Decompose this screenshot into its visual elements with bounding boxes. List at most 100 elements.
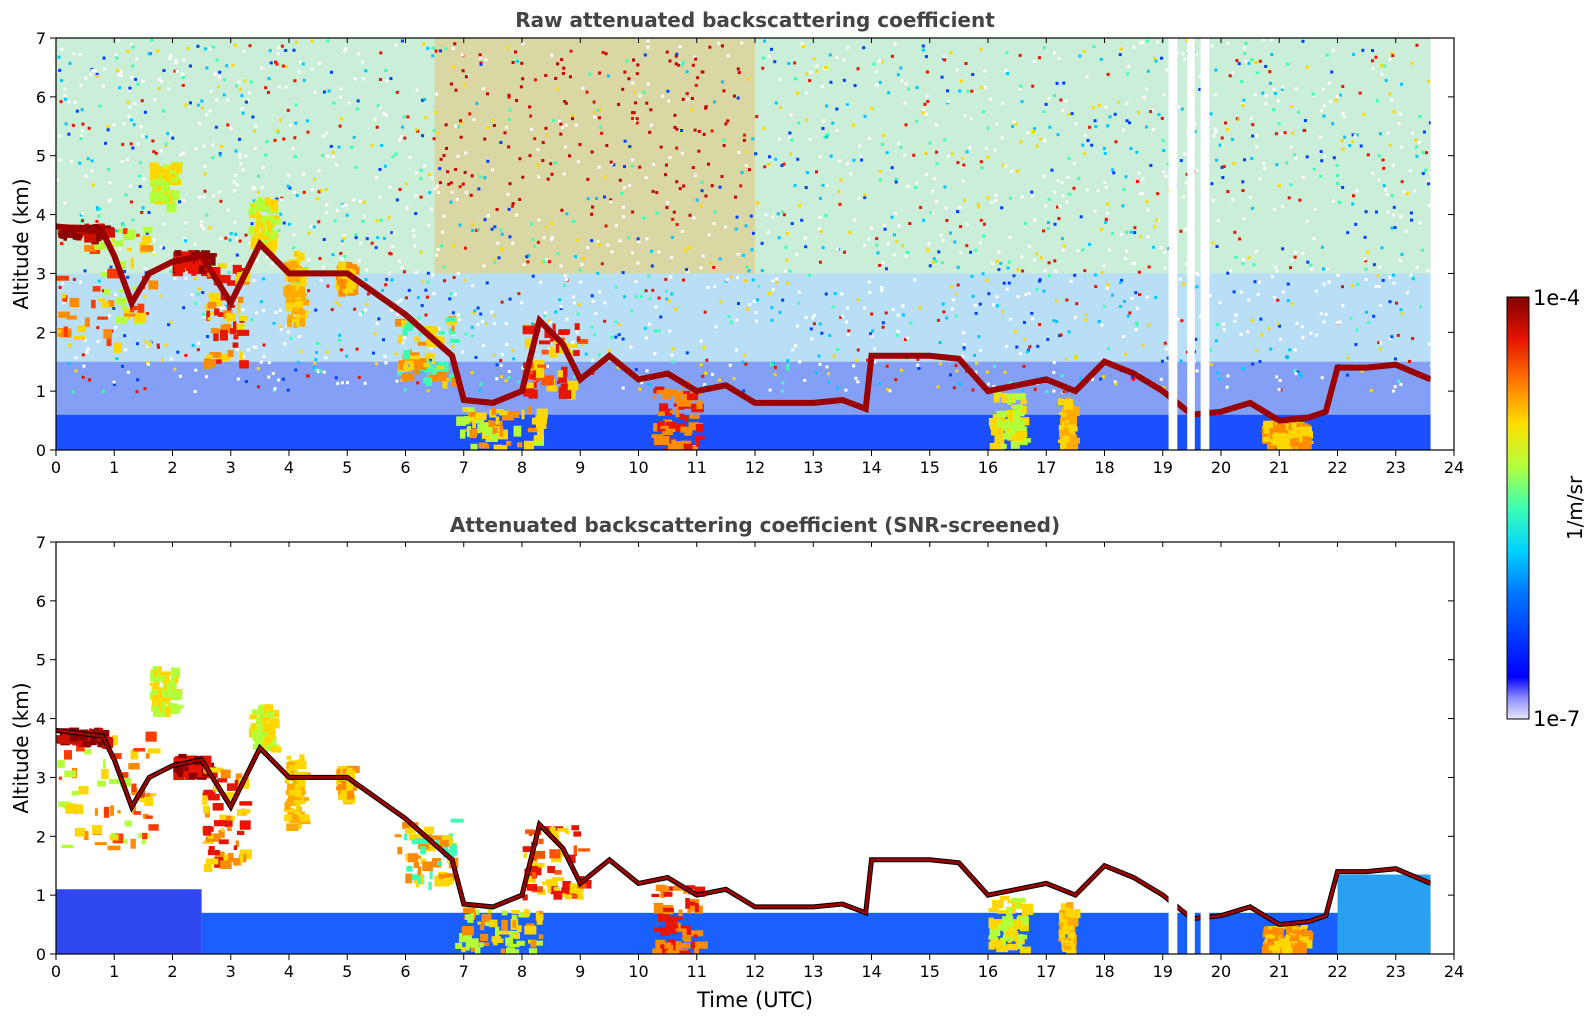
- noise-speckle: [737, 71, 741, 75]
- cloud-cell: [259, 234, 265, 246]
- noise-speckle: [1353, 134, 1357, 138]
- noise-speckle: [901, 244, 905, 248]
- noise-speckle: [1009, 317, 1013, 321]
- noise-speckle: [936, 318, 940, 322]
- noise-speckle: [968, 146, 972, 150]
- noise-speckle: [1274, 265, 1278, 269]
- noise-speckle: [1341, 147, 1345, 151]
- noise-speckle: [83, 338, 87, 342]
- noise-speckle: [1375, 210, 1379, 214]
- noise-speckle: [1393, 226, 1397, 230]
- noise-speckle: [1055, 299, 1059, 303]
- noise-speckle: [1237, 62, 1241, 66]
- cloud-cell: [475, 412, 487, 421]
- noise-speckle: [168, 57, 172, 61]
- noise-speckle: [750, 248, 754, 252]
- noise-speckle: [1103, 180, 1107, 184]
- noise-speckle: [499, 375, 503, 379]
- cloud-cell: [299, 819, 311, 825]
- noise-speckle: [305, 119, 309, 123]
- cloud-cell: [172, 190, 180, 201]
- noise-speckle: [508, 108, 512, 112]
- cloud-cell: [535, 911, 539, 920]
- noise-speckle: [586, 197, 590, 201]
- noise-speckle: [184, 103, 188, 107]
- noise-speckle: [1283, 131, 1287, 135]
- noise-speckle: [563, 283, 567, 287]
- cloud-cell: [423, 362, 430, 367]
- noise-speckle: [958, 382, 962, 386]
- noise-speckle: [1056, 133, 1060, 137]
- noise-speckle: [317, 169, 321, 173]
- noise-speckle: [286, 184, 290, 188]
- noise-speckle: [1322, 104, 1326, 108]
- noise-speckle: [1016, 295, 1020, 299]
- cloud-cell: [285, 768, 291, 773]
- noise-speckle: [976, 203, 980, 207]
- noise-speckle: [87, 126, 91, 130]
- cloud-cell: [470, 443, 478, 450]
- noise-speckle: [1280, 132, 1284, 136]
- noise-speckle: [964, 61, 968, 65]
- noise-speckle: [140, 134, 144, 138]
- cloud-cell: [662, 907, 674, 912]
- noise-speckle: [1067, 113, 1071, 117]
- noise-speckle: [670, 353, 674, 357]
- cloud-cell: [100, 225, 112, 232]
- noise-speckle: [829, 154, 833, 158]
- noise-speckle: [375, 219, 379, 223]
- noise-speckle: [646, 45, 650, 49]
- noise-speckle: [505, 46, 509, 50]
- noise-speckle: [1214, 130, 1218, 134]
- cloud-cell: [530, 866, 542, 876]
- noise-speckle: [1332, 199, 1336, 203]
- noise-speckle: [1335, 321, 1339, 325]
- cloud-cell: [535, 421, 547, 429]
- noise-speckle: [470, 371, 474, 375]
- cloud-cell: [61, 293, 66, 299]
- noise-speckle: [793, 61, 797, 65]
- cloud-cell: [270, 735, 277, 745]
- noise-speckle: [1100, 271, 1104, 275]
- noise-speckle: [67, 362, 71, 366]
- noise-speckle: [444, 123, 448, 127]
- cloud-cell: [153, 170, 162, 174]
- noise-speckle: [1415, 154, 1419, 158]
- cloud-cell: [425, 352, 435, 359]
- noise-speckle: [1293, 369, 1297, 373]
- cloud-cell: [227, 826, 232, 832]
- noise-speckle: [550, 235, 554, 239]
- noise-speckle: [1236, 118, 1240, 122]
- noise-speckle: [824, 214, 828, 218]
- noise-speckle: [795, 91, 799, 95]
- noise-speckle: [1090, 143, 1094, 147]
- noise-speckle: [1411, 337, 1415, 341]
- noise-speckle: [664, 163, 668, 167]
- noise-speckle: [200, 99, 204, 103]
- noise-speckle: [1139, 41, 1143, 45]
- noise-speckle: [751, 278, 755, 282]
- noise-speckle: [1015, 345, 1019, 349]
- noise-speckle: [115, 357, 119, 361]
- noise-speckle: [1289, 183, 1293, 187]
- cloud-cell: [684, 934, 692, 943]
- noise-speckle: [486, 214, 490, 218]
- noise-speckle: [550, 237, 554, 241]
- cloud-cell: [455, 942, 463, 949]
- noise-speckle: [188, 64, 192, 68]
- noise-speckle: [464, 332, 468, 336]
- noise-speckle: [921, 48, 925, 52]
- noise-speckle: [213, 282, 217, 286]
- noise-speckle: [208, 226, 212, 230]
- noise-speckle: [778, 77, 782, 81]
- cloud-cell: [78, 786, 89, 795]
- noise-speckle: [1128, 121, 1132, 125]
- noise-speckle: [852, 364, 856, 368]
- noise-speckle: [655, 191, 659, 195]
- noise-speckle: [735, 318, 739, 322]
- noise-speckle: [852, 218, 856, 222]
- noise-speckle: [729, 275, 733, 279]
- noise-speckle: [665, 297, 669, 301]
- cloud-cell: [208, 845, 215, 851]
- cloud-cell: [684, 415, 689, 423]
